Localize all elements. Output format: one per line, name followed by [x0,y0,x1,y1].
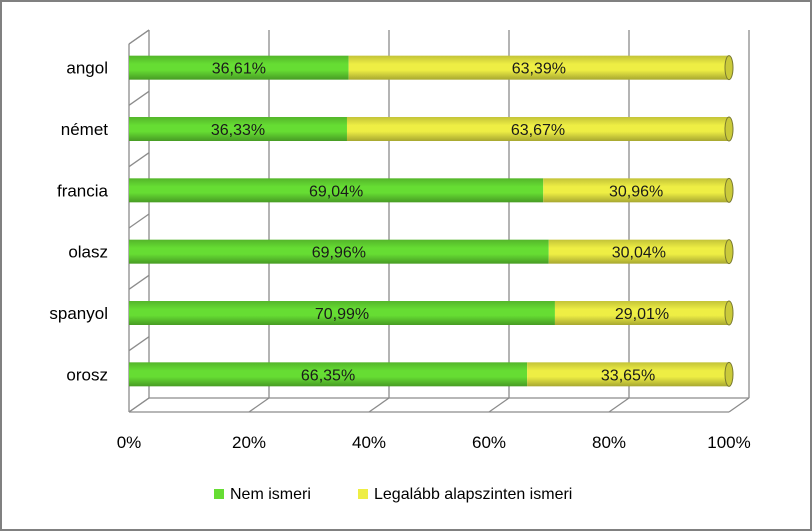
bar-end-cap [724,116,734,142]
data-label: 69,96% [312,245,366,262]
category-label: francia [57,181,109,200]
category-separator [128,152,150,168]
legend-label: Nem ismeri [230,486,311,503]
bar-segment [543,178,729,203]
category-separator [128,274,150,290]
x-tick-label: 80% [592,433,626,452]
data-label: 70,99% [315,306,369,323]
category-label: olasz [68,243,108,262]
x-tick-label: 20% [232,433,266,452]
floor-gridline [368,397,390,413]
x-tick-label: 0% [117,433,142,452]
data-label: 30,04% [612,245,666,262]
legend-label: Legalább alapszinten ismeri [374,486,572,503]
floor-gridline [608,397,630,413]
bar-segment [129,362,528,387]
bar-segment [129,301,555,325]
bar-segment [348,55,729,80]
floor-gridline [728,397,750,413]
bar-end-cap [724,300,734,326]
data-label: 33,65% [601,367,655,384]
data-label: 63,67% [511,122,565,139]
category-label: angol [66,59,108,78]
data-label: 29,01% [615,306,669,323]
category-separator [128,213,150,229]
category-label: orosz [66,365,108,384]
x-tick-label: 40% [352,433,386,452]
floor-gridline [248,397,270,413]
category-label: német [61,120,109,139]
bar-segment [129,239,549,264]
legend-swatch [214,489,224,499]
category-separator [128,397,150,413]
bar-segment [548,239,729,264]
bar-segment [346,117,729,141]
category-label: spanyol [49,304,108,323]
category-separator [128,336,150,352]
category-separator [128,29,150,45]
category-separator [128,90,150,106]
bar-end-cap [724,361,734,387]
data-label: 69,04% [309,183,363,200]
bar-segment [527,362,729,387]
bar-end-cap [724,55,734,81]
data-label: 36,33% [211,122,265,139]
data-label: 63,39% [512,61,566,78]
bar-segment [554,301,729,325]
floor-gridline [488,397,510,413]
x-tick-label: 60% [472,433,506,452]
bar-end-cap [724,239,734,265]
bar-segment [129,117,347,141]
bar-end-cap [724,177,734,203]
x-tick-label: 100% [707,433,750,452]
data-label: 66,35% [301,367,355,384]
bar-segment [129,178,544,203]
data-label: 30,96% [609,183,663,200]
bar-segment [129,55,349,80]
legend-swatch [358,489,368,499]
data-label: 36,61% [212,61,266,78]
